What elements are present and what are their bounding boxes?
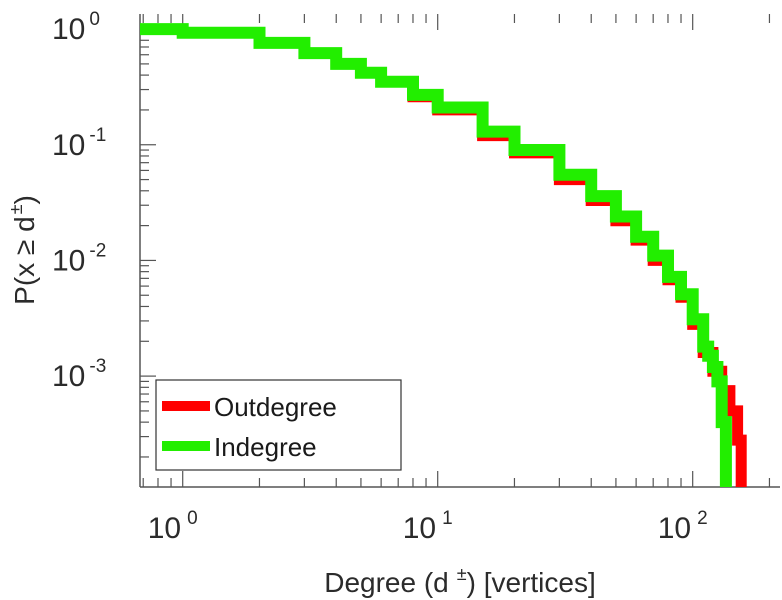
y-axis-label-suffix: ) xyxy=(9,195,40,204)
legend-label-indegree: Indegree xyxy=(214,432,317,462)
legend-box xyxy=(155,379,402,471)
x-tick-exp: 0 xyxy=(187,508,198,529)
x-tick-label: 10 0 xyxy=(148,508,198,545)
series-layer xyxy=(140,23,747,487)
x-axis-label-suffix: ) [vertices] xyxy=(467,567,596,598)
series-line-indegree xyxy=(140,23,732,487)
y-tick-base: 10 xyxy=(52,13,85,46)
x-tick-base: 10 xyxy=(658,512,691,545)
y-tick-label: 10 -2 xyxy=(52,240,106,277)
y-tick-exp: -2 xyxy=(89,240,106,261)
tick-labels: 10 0 10 1 10 210 010 -110 -210 -3 xyxy=(52,9,708,545)
x-tick-base: 10 xyxy=(148,512,181,545)
legend: Outdegree Indegree xyxy=(155,379,402,471)
y-axis-label-prefix: P(x ≥ d xyxy=(9,216,40,305)
y-tick-exp: -3 xyxy=(89,356,106,377)
y-tick-exp: -1 xyxy=(89,125,106,146)
y-tick-label: 10 0 xyxy=(52,9,100,46)
y-tick-label: 10 -1 xyxy=(52,125,106,162)
y-axis-label-sup: ± xyxy=(6,204,26,214)
y-tick-base: 10 xyxy=(52,129,85,162)
x-tick-base: 10 xyxy=(403,512,436,545)
x-axis-label-prefix: Degree (d xyxy=(324,567,449,598)
x-tick-label: 10 1 xyxy=(403,508,453,545)
x-axis-label: Degree (d ±) [vertices] xyxy=(324,564,596,598)
x-tick-exp: 2 xyxy=(697,508,708,529)
x-tick-label: 10 2 xyxy=(658,508,708,545)
y-tick-base: 10 xyxy=(52,360,85,393)
x-tick-exp: 1 xyxy=(442,508,453,529)
y-axis-label: P(x ≥ d ±) xyxy=(6,195,40,305)
y-tick-base: 10 xyxy=(52,244,85,277)
y-tick-exp: 0 xyxy=(89,9,100,30)
y-tick-label: 10 -3 xyxy=(52,356,106,393)
legend-label-outdegree: Outdegree xyxy=(214,392,337,422)
x-axis-label-sup: ± xyxy=(457,564,467,584)
